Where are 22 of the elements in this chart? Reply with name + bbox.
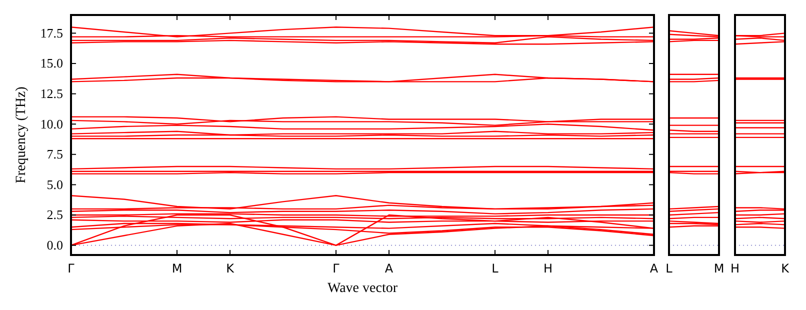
- x-tick-label: M: [172, 262, 182, 276]
- x-tick-label: A: [650, 262, 659, 276]
- x-tick-label: Γ: [332, 262, 340, 276]
- y-tick-label: 7.5: [46, 146, 63, 162]
- y-tick-label: 0.0: [46, 237, 63, 252]
- y-tick-label: 15.0: [40, 56, 63, 71]
- y-tick-label: 5.0: [46, 176, 63, 192]
- y-tick-label: 2.5: [46, 207, 63, 222]
- x-tick-label: H: [543, 262, 553, 276]
- y-axis-title: Frequency (THz): [14, 86, 29, 184]
- x-tick-label: L: [666, 262, 673, 276]
- y-tick-label: 10.0: [40, 116, 63, 132]
- x-tick-label: Γ: [68, 262, 75, 276]
- x-tick-label: A: [384, 262, 394, 276]
- x-tick-label: K: [226, 262, 236, 276]
- x-tick-label: M: [714, 262, 724, 276]
- y-tick-label: 12.5: [40, 86, 63, 101]
- x-tick-label: H: [730, 262, 740, 276]
- x-tick-label: K: [781, 262, 790, 276]
- x-tick-label: L: [492, 262, 499, 276]
- y-tick-label: 17.5: [40, 25, 63, 40]
- x-axis-title: Wave vector: [328, 281, 398, 296]
